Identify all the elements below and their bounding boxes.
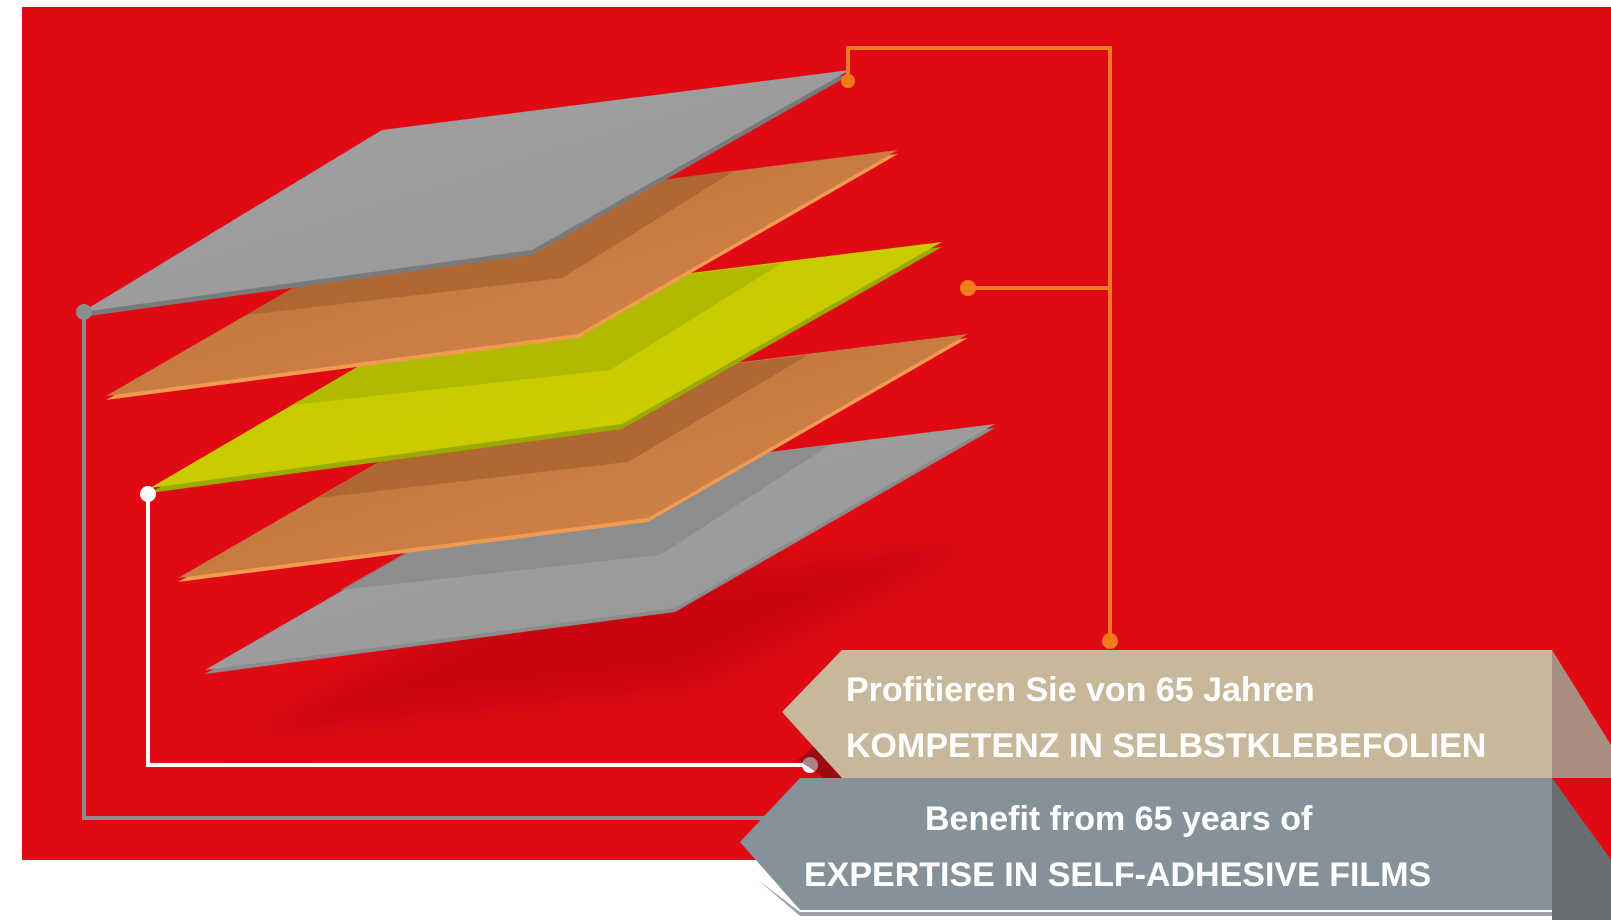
- orange-dot-middle: [960, 280, 976, 296]
- banner-en-line2: EXPERTISE IN SELF-ADHESIVE FILMS: [804, 856, 1432, 894]
- stack-shadow: [230, 540, 990, 740]
- orange-bracket-connector: [846, 46, 1112, 640]
- top-liner-layer: [82, 70, 850, 317]
- white-connector: [146, 494, 810, 767]
- gray-connector: [82, 312, 780, 820]
- banner-de-line1: Profitieren Sie von 65 Jahren: [846, 671, 1315, 709]
- banner-en-shape: [740, 778, 1611, 920]
- white-dot-start: [140, 486, 156, 502]
- orange-dot-top: [841, 74, 855, 88]
- gray-dot-start: [76, 304, 92, 320]
- banner-en-line1: Benefit from 65 years of: [925, 800, 1313, 838]
- banner-de-shape: [782, 650, 1611, 790]
- orange-dot-bottom: [1102, 633, 1118, 649]
- banner-de-line2: KOMPETENZ IN SELBSTKLEBEFOLIEN: [846, 727, 1487, 765]
